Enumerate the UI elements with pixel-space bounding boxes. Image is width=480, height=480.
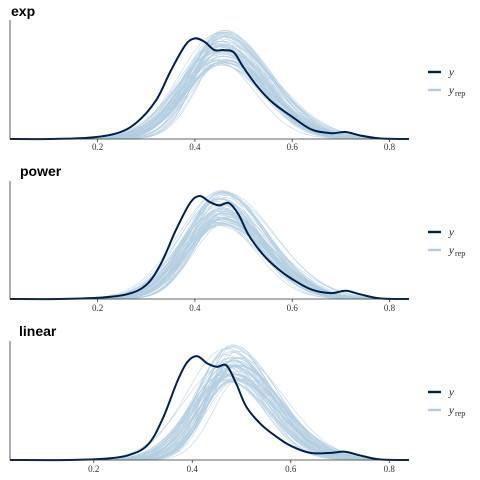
panel-title: exp [11, 3, 35, 19]
x-tick-label: 0.2 [92, 142, 103, 152]
legend-label-yrep: y [448, 405, 454, 417]
x-tick-label: 0.4 [189, 303, 201, 313]
panel-title: power [20, 163, 62, 179]
y-observed-curve [9, 195, 410, 301]
y-observed-curve [9, 355, 410, 462]
x-tick-label: 0.2 [88, 464, 99, 474]
x-tick-label: 0.2 [92, 303, 103, 313]
legend-label-yrep-subscript: rep [455, 89, 465, 98]
legend-label-y: y [448, 67, 454, 79]
x-tick-label: 0.8 [384, 464, 396, 474]
x-tick-label: 0.4 [189, 142, 201, 152]
x-tick-label: 0.4 [187, 464, 199, 474]
x-tick-label: 0.6 [285, 464, 297, 474]
x-tick-label: 0.8 [384, 142, 396, 152]
legend-label-y: y [448, 387, 454, 399]
x-tick-label: 0.8 [384, 303, 396, 313]
legend-label-yrep-subscript: rep [455, 249, 465, 258]
x-tick-label: 0.6 [287, 303, 299, 313]
legend: yy rep [428, 387, 465, 418]
y-observed-curve [9, 37, 410, 141]
legend-label-yrep: y [448, 245, 454, 257]
x-tick-label: 0.6 [287, 142, 299, 152]
legend-label-y: y [448, 227, 454, 239]
legend: yy rep [428, 227, 465, 258]
panel-title: linear [19, 323, 57, 339]
legend-label-yrep-subscript: rep [455, 409, 465, 418]
legend-label-yrep: y [448, 85, 454, 97]
legend: yy rep [428, 67, 465, 98]
